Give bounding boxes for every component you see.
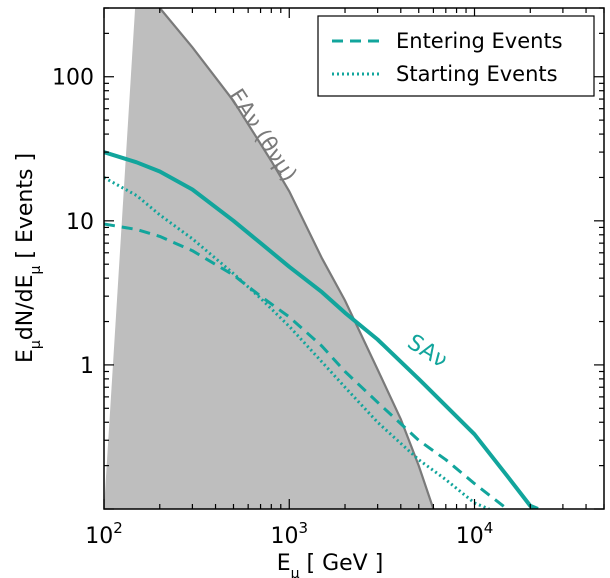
- legend-label-starting: Starting Events: [396, 62, 558, 86]
- annotation-solid-label: SAν: [403, 330, 452, 373]
- x-tick-label: 103: [270, 519, 308, 549]
- series-solid-line: [104, 150, 539, 509]
- legend-box: [317, 15, 595, 97]
- x-axis-label: Eμ [ GeV ]: [277, 551, 384, 578]
- x-tick-label: 104: [456, 519, 494, 549]
- legend: Entering Events Starting Events: [317, 15, 595, 97]
- shaded-region: [104, 8, 434, 509]
- series-dashed-line: [104, 222, 509, 509]
- plot-frame: [103, 7, 605, 510]
- x-tick-label: 102: [85, 519, 123, 549]
- y-tick-label: 10: [66, 210, 94, 235]
- legend-label-entering: Entering Events: [396, 29, 563, 53]
- y-tick-label: 1: [80, 354, 94, 379]
- y-axis-label: EμdN/dEμ [ Events ]: [13, 153, 44, 363]
- y-tick-label: 100: [52, 66, 94, 91]
